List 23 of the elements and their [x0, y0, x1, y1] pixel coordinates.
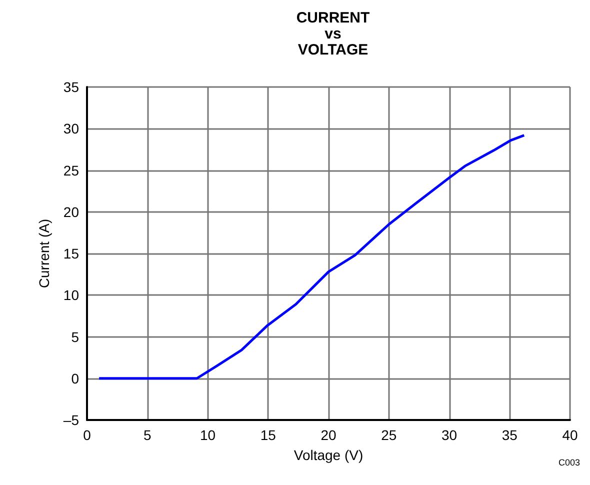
x-tick-label: 40 — [562, 427, 578, 443]
y-tick-label: 5 — [71, 328, 80, 345]
y-axis-title: Current (A) — [36, 218, 52, 288]
x-tick-label: 5 — [143, 427, 152, 443]
y-tick-label: 15 — [63, 246, 80, 262]
x-tick-label: 25 — [381, 427, 397, 443]
x-tick-label: 10 — [200, 427, 216, 443]
y-tick-label: 0 — [71, 370, 80, 386]
chart-title: CURRENT vs VOLTAGE — [296, 10, 370, 58]
x-tick-label: 20 — [320, 427, 336, 443]
x-axis-title: Voltage (V) — [294, 447, 364, 463]
y-tick-label: 10 — [63, 287, 80, 304]
y-tick-label: 25 — [63, 162, 80, 178]
x-tick-label: 35 — [502, 427, 518, 443]
y-tick-label: –5 — [63, 412, 80, 428]
x-tick-label: 15 — [260, 427, 276, 443]
y-tick-label: 30 — [63, 120, 80, 137]
text: C003 — [558, 458, 580, 468]
y-tick-label: 20 — [63, 204, 80, 220]
y-tick-label: 35 — [63, 79, 80, 95]
line-series — [98, 134, 526, 380]
x-tick-label: 30 — [441, 427, 458, 443]
x-tick-label: 0 — [83, 427, 92, 443]
